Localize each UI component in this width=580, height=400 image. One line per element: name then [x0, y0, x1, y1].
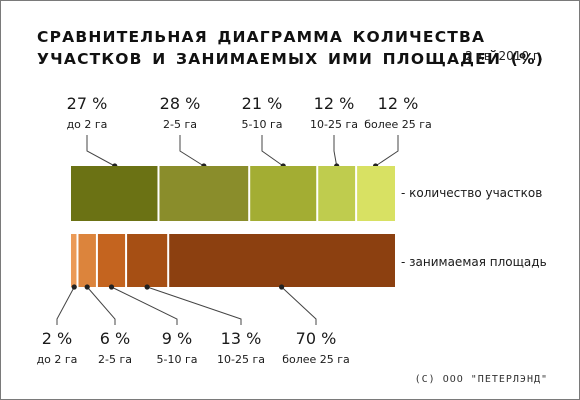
- bar-segment-count-5: [356, 166, 395, 221]
- value-label-count-2: 28 %: [160, 94, 201, 113]
- bar-count: [71, 166, 395, 221]
- copyright: (С) ООО "ПЕТЕРЛЭНД": [414, 374, 548, 385]
- chart-period: 2 кв. 2010 г.: [465, 49, 543, 63]
- legend-area: - занимаемая площадь: [401, 255, 547, 269]
- category-label-top-4: 10-25 га: [310, 118, 358, 131]
- category-label-top-5: более 25 га: [364, 118, 432, 131]
- category-label-top-3: 5-10 га: [242, 118, 283, 131]
- leader-line: [333, 135, 338, 167]
- category-label-bottom-2: 2-5 га: [98, 353, 132, 366]
- leader-line: [146, 286, 242, 325]
- category-label-bottom-1: до 2 га: [37, 353, 78, 366]
- bar-segment-area-3: [96, 234, 127, 287]
- value-label-area-2: 6 %: [100, 329, 130, 348]
- value-label-count-3: 21 %: [242, 94, 283, 113]
- leader-dot: [71, 284, 77, 290]
- value-label-count-4: 12 %: [314, 94, 355, 113]
- leader-line: [281, 286, 317, 325]
- leader-line: [375, 135, 399, 167]
- top-labels-group: 27 % до 2 га 28 % 2-5 га 21 % 5-10 га 12 % 10-2…: [67, 94, 432, 169]
- value-label-count-5: 12 %: [378, 94, 419, 113]
- value-label-area-1: 2 %: [42, 329, 72, 348]
- bar-segment-count-2: [158, 166, 250, 221]
- leader-dot: [108, 284, 115, 290]
- category-label-bottom-4: 10-25 га: [217, 353, 265, 366]
- category-label-bottom-5: более 25 га: [282, 353, 350, 366]
- leader-line: [179, 135, 205, 167]
- leader-dot: [279, 284, 285, 290]
- leader-line: [261, 135, 284, 167]
- bar-segment-count-3: [249, 166, 318, 221]
- value-label-area-3: 9 %: [162, 329, 192, 348]
- bar-segment-area-5: [168, 234, 395, 287]
- value-label-area-5: 70 %: [296, 329, 337, 348]
- leader-line: [56, 286, 75, 325]
- leader-dot: [84, 284, 90, 290]
- legend-count: - количество участков: [401, 186, 542, 200]
- leader-line: [86, 286, 116, 325]
- bar-segment-area-1: [71, 234, 78, 287]
- category-label-top-1: до 2 га: [67, 118, 108, 131]
- leader-dot: [144, 284, 150, 290]
- value-label-count-1: 27 %: [67, 94, 108, 113]
- bottom-labels-group: 2 % до 2 га 6 % 2-5 га 9 % 5-10 га 13 % 10-25 г…: [37, 284, 350, 366]
- category-label-top-2: 2-5 га: [163, 118, 197, 131]
- bar-segment-count-1: [71, 166, 159, 221]
- leader-line: [111, 286, 178, 325]
- chart-title: СРАВНИТЕЛЬНАЯ ДИАГРАММА КОЛИЧЕСТВА УЧАСТ…: [37, 28, 545, 68]
- bar-segment-count-4: [317, 166, 357, 221]
- category-label-bottom-3: 5-10 га: [157, 353, 198, 366]
- value-label-area-4: 13 %: [221, 329, 262, 348]
- bar-segment-area-4: [126, 234, 169, 287]
- bar-area: [71, 234, 395, 287]
- leader-line: [86, 135, 115, 167]
- bar-segment-area-2: [77, 234, 97, 287]
